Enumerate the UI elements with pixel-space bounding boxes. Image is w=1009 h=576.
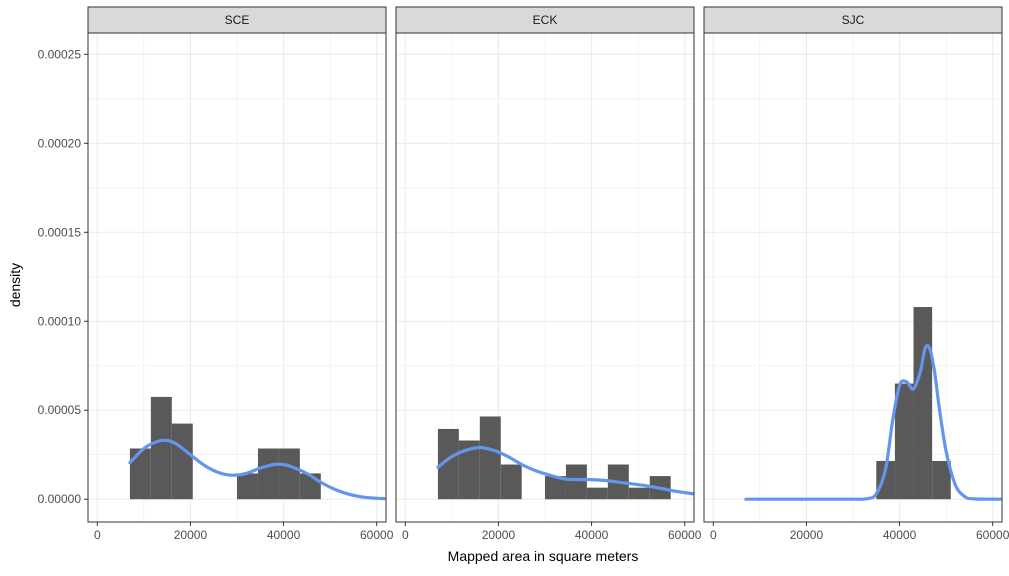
histogram-bar <box>150 396 172 500</box>
histogram-bar <box>479 416 501 500</box>
facet-strip-label: SJC <box>842 13 865 27</box>
density-curve <box>436 446 694 496</box>
y-tick-label: 0.00010 <box>38 314 82 328</box>
x-tick-label: 40000 <box>575 528 609 542</box>
y-tick-label: 0.00005 <box>38 403 82 417</box>
histogram-bar <box>278 448 300 500</box>
histogram-bar <box>565 464 587 500</box>
density-curve <box>744 344 1002 501</box>
histogram-bar <box>437 428 459 500</box>
x-tick-label: 0 <box>402 528 409 542</box>
x-tick-label: 0 <box>94 528 101 542</box>
x-tick-label: 20000 <box>482 528 516 542</box>
histogram-bar <box>458 440 480 500</box>
y-tick-label: 0.00000 <box>38 492 82 506</box>
histogram-bar <box>876 460 895 500</box>
histogram-bar <box>628 487 650 500</box>
y-axis-title: density <box>7 263 23 307</box>
histogram-bar <box>586 487 608 500</box>
histogram-bar <box>913 307 933 500</box>
histogram-bar <box>545 476 566 500</box>
y-tick-label: 0.00015 <box>38 225 82 239</box>
facet-panel-eck: ECK 0 20000 40000 60000 <box>395 6 702 542</box>
x-tick-label: 40000 <box>883 528 917 542</box>
histogram-bar <box>894 383 914 500</box>
histogram-bar <box>500 464 522 500</box>
facet-strip <box>703 6 1003 34</box>
x-tick-label: 60000 <box>360 528 394 542</box>
histogram-bar <box>237 473 258 500</box>
y-tick-label: 0.00020 <box>38 136 82 150</box>
x-tick-label: 20000 <box>174 528 208 542</box>
histogram-bar <box>171 423 193 500</box>
facet-strip-label: ECK <box>533 13 558 27</box>
histogram-bar <box>257 448 279 500</box>
x-tick-label: 20000 <box>790 528 824 542</box>
histogram-bar <box>129 448 151 500</box>
density-curve <box>128 438 386 501</box>
x-tick-label: 40000 <box>267 528 301 542</box>
facet-strip <box>87 6 387 34</box>
facet-panel-sce: SCE 0 20000 40000 60000 <box>87 6 394 542</box>
x-tick-label: 60000 <box>976 528 1009 542</box>
facet-strip-label: SCE <box>225 13 250 27</box>
y-tick-label: 0.00025 <box>38 47 82 61</box>
histogram-bar <box>932 460 951 500</box>
x-tick-label: 60000 <box>668 528 702 542</box>
x-tick-label: 0 <box>710 528 717 542</box>
facet-strip <box>395 6 695 34</box>
x-axis-title: Mapped area in square meters <box>448 548 639 564</box>
facet-panel-sjc: SJC 0 20000 40000 60000 <box>703 6 1009 542</box>
